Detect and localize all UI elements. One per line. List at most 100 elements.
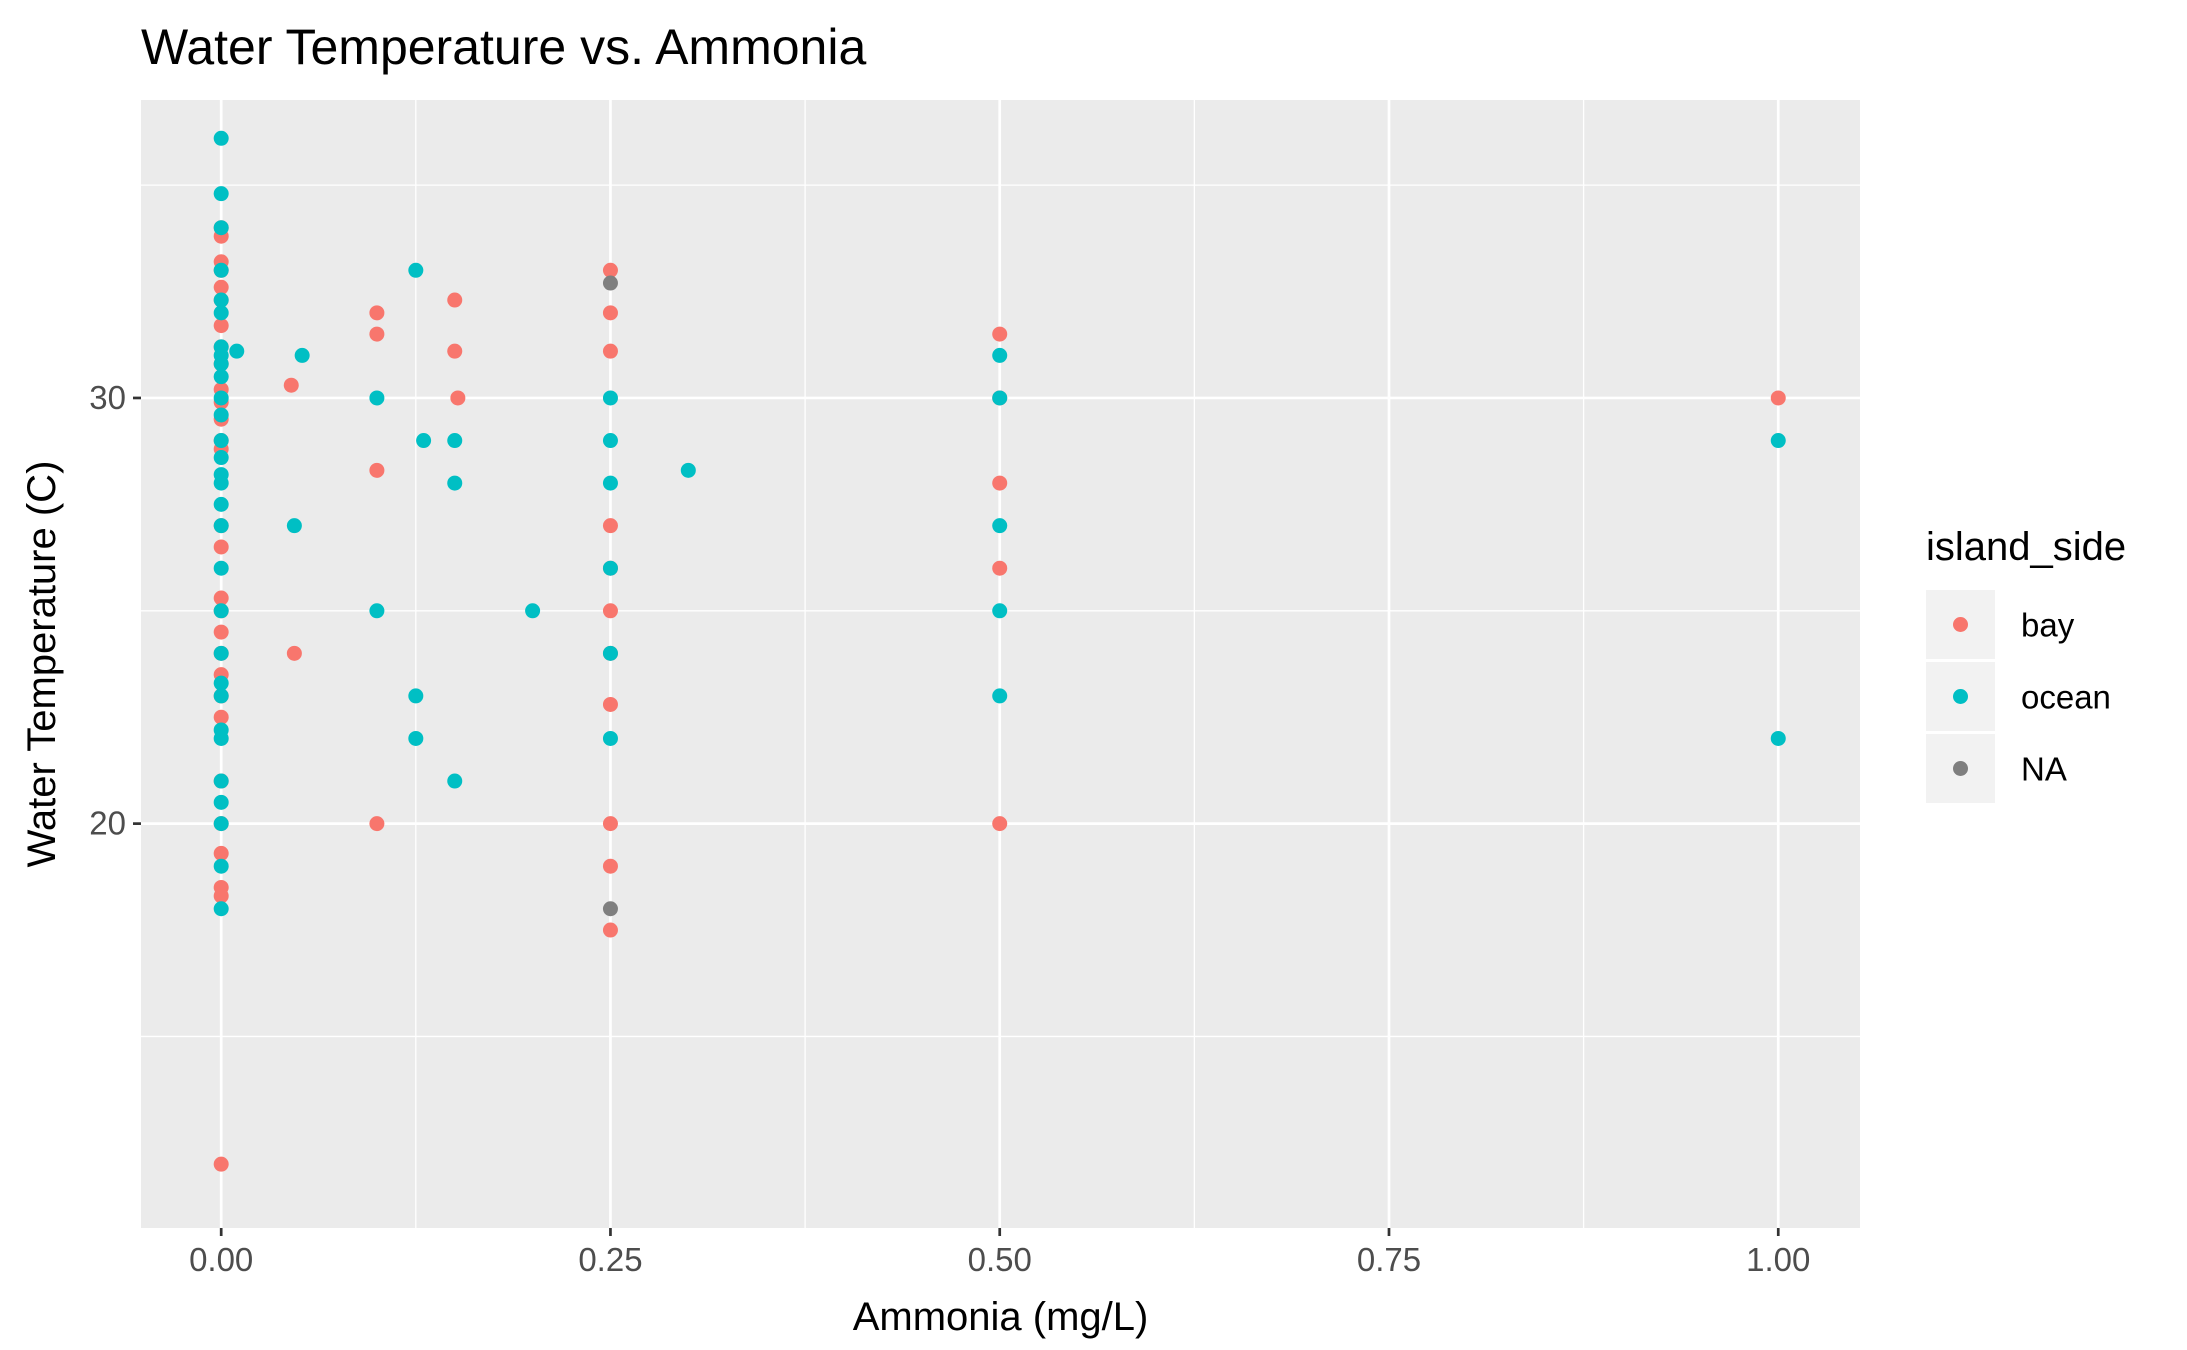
y-axis-title: Water Temperature (C)	[20, 461, 64, 868]
data-point-ocean	[992, 603, 1008, 619]
data-point-ocean	[1770, 730, 1786, 746]
data-point-ocean	[213, 675, 229, 691]
data-point-bay	[602, 696, 618, 712]
data-point-bay	[213, 539, 229, 555]
data-point-ocean	[213, 450, 229, 466]
data-point-bay	[992, 475, 1008, 491]
data-point-ocean	[213, 496, 229, 512]
data-point-ocean	[992, 688, 1008, 704]
data-point-ocean	[213, 292, 229, 308]
data-point-ocean	[213, 816, 229, 832]
data-point-ocean	[213, 433, 229, 449]
data-point-bay	[602, 518, 618, 534]
chart-title: Water Temperature vs. Ammonia	[141, 19, 866, 75]
data-points	[213, 130, 1786, 1172]
data-point-bay	[213, 318, 229, 334]
data-point-ocean	[447, 773, 463, 789]
data-point-ocean	[213, 305, 229, 321]
data-point-ocean	[213, 262, 229, 278]
data-point-ocean	[408, 688, 424, 704]
legend-marker-ocean	[1953, 689, 1968, 704]
data-point-ocean	[602, 433, 618, 449]
legend: island_side bay ocean NA	[1926, 525, 2126, 803]
legend-label: ocean	[2021, 679, 2111, 716]
data-point-bay	[450, 390, 466, 406]
data-point-ocean	[602, 730, 618, 746]
x-tick-label: 1.00	[1746, 1241, 1810, 1278]
data-point-ocean	[416, 433, 432, 449]
data-point-ocean	[286, 518, 302, 534]
data-point-bay	[213, 845, 229, 861]
data-point-bay	[369, 326, 385, 342]
data-point-ocean	[213, 186, 229, 202]
data-point-ocean	[213, 407, 229, 423]
data-point-ocean	[213, 688, 229, 704]
legend-label: bay	[2021, 607, 2075, 644]
legend-label: NA	[2021, 751, 2067, 788]
y-tick-label: 20	[89, 805, 126, 842]
data-point-ocean	[447, 475, 463, 491]
x-axis-title: Ammonia (mg/L)	[853, 1295, 1149, 1339]
data-point-ocean	[369, 603, 385, 619]
data-point-bay	[602, 922, 618, 938]
data-point-ocean	[447, 433, 463, 449]
x-tick-label: 0.00	[189, 1241, 253, 1278]
data-point-bay	[992, 326, 1008, 342]
x-tick-label: 0.75	[1357, 1241, 1421, 1278]
data-point-bay	[602, 858, 618, 874]
data-point-ocean	[213, 518, 229, 534]
data-point-bay	[447, 343, 463, 359]
data-point-ocean	[213, 603, 229, 619]
data-point-bay	[992, 560, 1008, 576]
data-point-bay	[447, 292, 463, 308]
data-point-ocean	[213, 356, 229, 372]
data-point-ocean	[213, 858, 229, 874]
data-point-ocean	[213, 645, 229, 661]
data-point-ocean	[213, 390, 229, 406]
data-point-bay	[213, 590, 229, 606]
data-point-ocean	[213, 794, 229, 810]
data-point-bay	[213, 709, 229, 725]
legend-items: bay ocean NA	[1926, 590, 2111, 803]
x-tick-label: 0.25	[578, 1241, 642, 1278]
legend-marker-na	[1953, 761, 1968, 776]
data-point-ocean	[408, 730, 424, 746]
data-point-bay	[213, 888, 229, 904]
data-point-ocean	[525, 603, 541, 619]
legend-marker-bay	[1953, 617, 1968, 632]
data-point-bay	[1770, 390, 1786, 406]
data-point-ocean	[602, 475, 618, 491]
data-point-bay	[602, 305, 618, 321]
data-point-bay	[992, 816, 1008, 832]
data-point-na	[602, 901, 618, 917]
data-point-ocean	[992, 347, 1008, 363]
data-point-ocean	[294, 347, 310, 363]
data-point-ocean	[213, 369, 229, 385]
data-point-ocean	[1770, 433, 1786, 449]
data-point-na	[602, 275, 618, 291]
data-point-ocean	[229, 343, 245, 359]
data-point-ocean	[213, 901, 229, 917]
data-point-ocean	[213, 773, 229, 789]
data-point-bay	[369, 816, 385, 832]
data-point-ocean	[992, 390, 1008, 406]
data-point-bay	[286, 645, 302, 661]
y-tick-label: 30	[89, 379, 126, 416]
data-point-ocean	[602, 645, 618, 661]
data-point-ocean	[213, 130, 229, 146]
data-point-bay	[213, 279, 229, 295]
data-point-ocean	[213, 475, 229, 491]
data-point-bay	[213, 1156, 229, 1172]
data-point-bay	[602, 262, 618, 278]
data-point-ocean	[369, 390, 385, 406]
data-point-bay	[602, 603, 618, 619]
data-point-ocean	[213, 730, 229, 746]
data-point-bay	[369, 305, 385, 321]
data-point-bay	[602, 343, 618, 359]
data-point-ocean	[992, 518, 1008, 534]
x-tick-label: 0.50	[968, 1241, 1032, 1278]
x-axis: 0.00 0.25 0.50 0.75 1.00	[189, 1228, 1810, 1278]
data-point-ocean	[680, 462, 696, 478]
data-point-ocean	[408, 262, 424, 278]
